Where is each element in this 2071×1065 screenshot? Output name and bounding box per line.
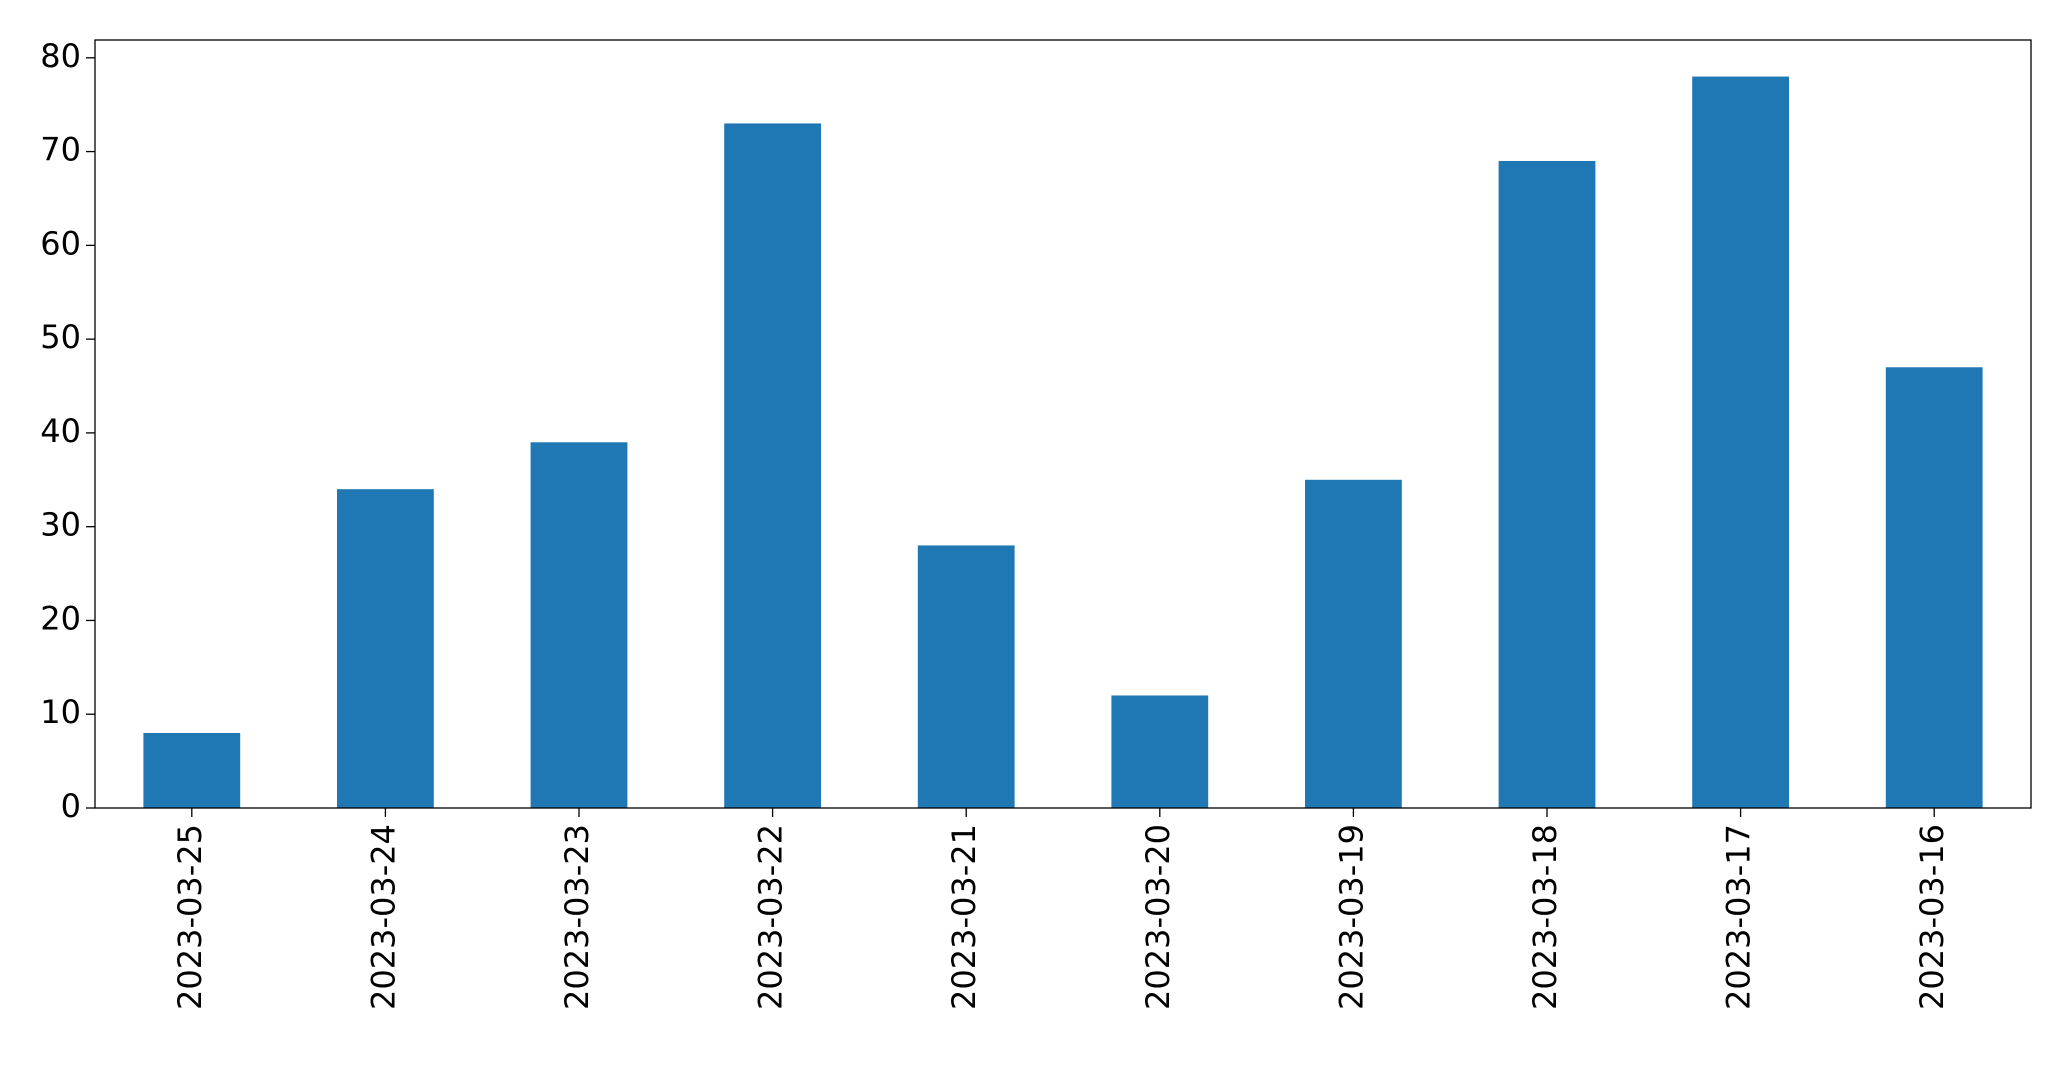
bar <box>1885 367 1983 808</box>
y-tick-label: 60 <box>40 224 81 262</box>
bar <box>1111 695 1209 808</box>
y-tick-label: 10 <box>40 693 81 731</box>
bar <box>917 545 1015 808</box>
bar <box>337 489 434 808</box>
bar <box>1305 479 1402 808</box>
x-tick-label: 2023-03-25 <box>171 824 209 1010</box>
y-tick-label: 80 <box>40 37 81 75</box>
x-tick-label: 2023-03-23 <box>558 824 596 1010</box>
y-tick-label: 20 <box>40 599 81 637</box>
y-tick-label: 0 <box>61 787 81 825</box>
bar <box>1692 76 1789 809</box>
y-tick-label: 30 <box>40 506 81 544</box>
bar <box>1498 160 1596 808</box>
y-tick-label: 40 <box>40 412 81 450</box>
x-tick-label: 2023-03-24 <box>364 824 402 1010</box>
bar <box>724 123 821 808</box>
x-tick-label: 2023-03-16 <box>1913 824 1951 1010</box>
x-tick-label: 2023-03-18 <box>1526 824 1564 1010</box>
plot-frame <box>94 39 2032 809</box>
x-tick-label: 2023-03-21 <box>945 824 983 1010</box>
y-tick-label: 50 <box>40 318 81 356</box>
y-tick-label: 70 <box>40 131 81 169</box>
bar <box>143 732 241 808</box>
bar <box>530 442 628 808</box>
x-tick-label: 2023-03-19 <box>1332 824 1370 1010</box>
x-tick-label: 2023-03-17 <box>1720 824 1758 1010</box>
x-tick-label: 2023-03-22 <box>752 824 790 1010</box>
x-tick-label: 2023-03-20 <box>1139 824 1177 1010</box>
